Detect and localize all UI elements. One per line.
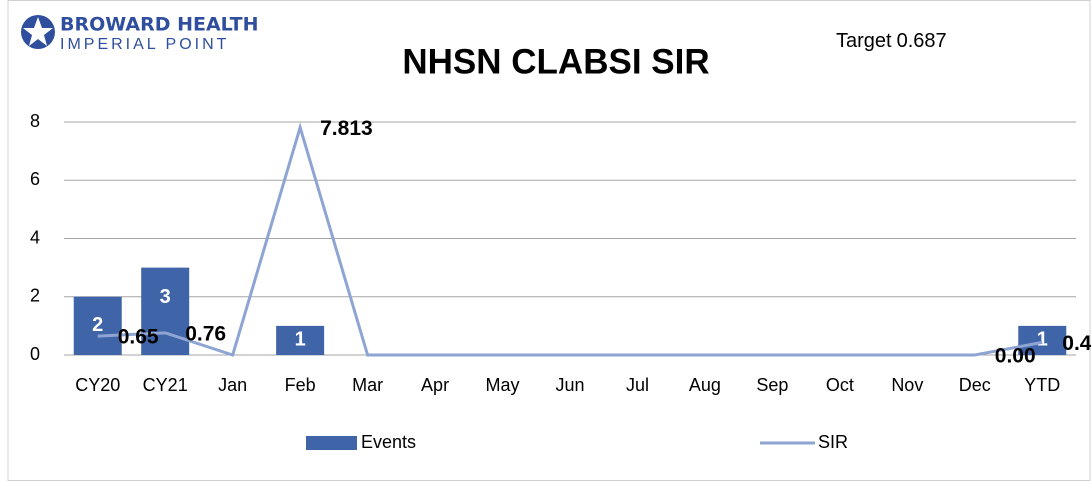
y-tick-label: 4 xyxy=(30,227,40,247)
bar xyxy=(141,267,190,355)
x-tick-label: Feb xyxy=(285,375,316,395)
x-tick-label: Dec xyxy=(959,375,991,395)
bar-label: 3 xyxy=(160,286,171,308)
logo-icon xyxy=(21,15,55,49)
line-label: 0.434 xyxy=(1062,332,1091,355)
y-tick-label: 8 xyxy=(30,111,40,131)
target: Target 0.687 xyxy=(836,30,947,52)
logo-name: BROWARD HEALTH xyxy=(60,14,259,36)
bar-label: 1 xyxy=(1037,329,1048,351)
x-tick-label: Aug xyxy=(689,375,721,395)
y-tick-label: 0 xyxy=(30,344,40,364)
bar-label: 1 xyxy=(295,329,306,351)
line-label: 7.813 xyxy=(320,117,373,140)
x-tick-label: YTD xyxy=(1024,375,1060,395)
line-label: 0.00 xyxy=(995,345,1036,368)
x-tick-label: CY20 xyxy=(75,375,120,395)
line-label: 0.76 xyxy=(185,322,226,345)
target-label: Target xyxy=(836,30,892,52)
x-tick-label: Apr xyxy=(421,375,449,395)
x-tick-label: Jul xyxy=(626,375,649,395)
sir-line xyxy=(97,122,1043,357)
y-tick-label: 2 xyxy=(30,286,40,306)
line-label: 0.65 xyxy=(118,326,159,349)
bar xyxy=(1018,325,1067,355)
frame xyxy=(7,0,1091,481)
x-tick-label: Mar xyxy=(352,375,383,395)
legend-swatch xyxy=(306,436,357,450)
x-tick-label: Jan xyxy=(218,375,247,395)
bar-label: 2 xyxy=(92,314,103,336)
x-tick-label: Nov xyxy=(891,375,923,395)
bar xyxy=(276,325,325,355)
x-tick-label: Sep xyxy=(756,375,788,395)
bar xyxy=(73,296,122,355)
x-tick-label: Jun xyxy=(555,375,584,395)
legend-label: SIR xyxy=(818,432,848,452)
chart-title: NHSN CLABSI SIR xyxy=(402,42,709,81)
x-tick-label: CY21 xyxy=(143,375,188,395)
logo-sub: IMPERIAL POINT xyxy=(60,36,229,53)
y-tick-label: 6 xyxy=(30,169,40,189)
x-tick-label: Oct xyxy=(826,375,854,395)
legend-label: Events xyxy=(361,432,416,452)
target-value: 0.687 xyxy=(897,30,947,52)
x-tick-label: May xyxy=(486,375,520,395)
